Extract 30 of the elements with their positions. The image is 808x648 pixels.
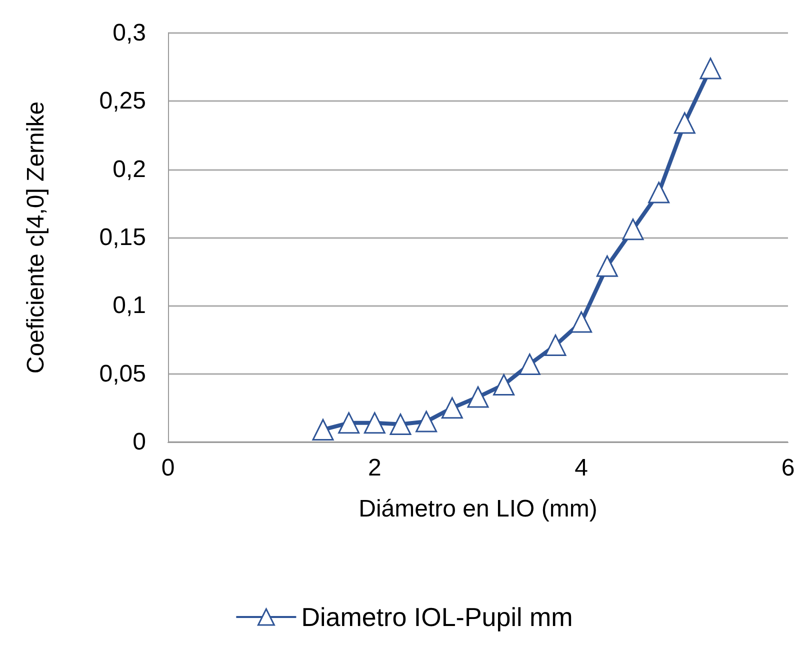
point [700,58,722,80]
point [467,386,489,408]
point [648,182,670,204]
y-tick-label: 0,25 [99,88,146,115]
point [622,218,644,240]
y-tick-label: 0,2 [112,156,146,183]
x-axis-title: Diámetro en LIO (mm) [358,496,598,522]
point [416,410,438,432]
point [312,418,334,440]
y-tick-label: 0,15 [99,224,146,251]
point [390,414,412,436]
x-tick-label: 2 [368,454,382,482]
y-tick-label: 0 [132,428,146,456]
point [364,412,386,434]
point [674,112,696,134]
x-tick-label: 0 [161,454,175,482]
y-tick-label: 0,3 [112,20,146,46]
point [441,397,463,419]
y-tick-label: 0,1 [112,292,146,320]
x-tick-label: 6 [781,454,795,482]
point [518,354,540,376]
y-axis-title: Coeficiente c[4,0] Zernike [22,101,50,374]
point [493,374,515,396]
x-tick-label: 4 [574,454,588,482]
point [544,334,566,356]
point [570,311,592,333]
y-tick-label: 0,05 [99,360,146,388]
point [596,255,618,277]
point [338,412,360,434]
legend-label: Diametro IOL-Pupil mm [301,602,573,632]
